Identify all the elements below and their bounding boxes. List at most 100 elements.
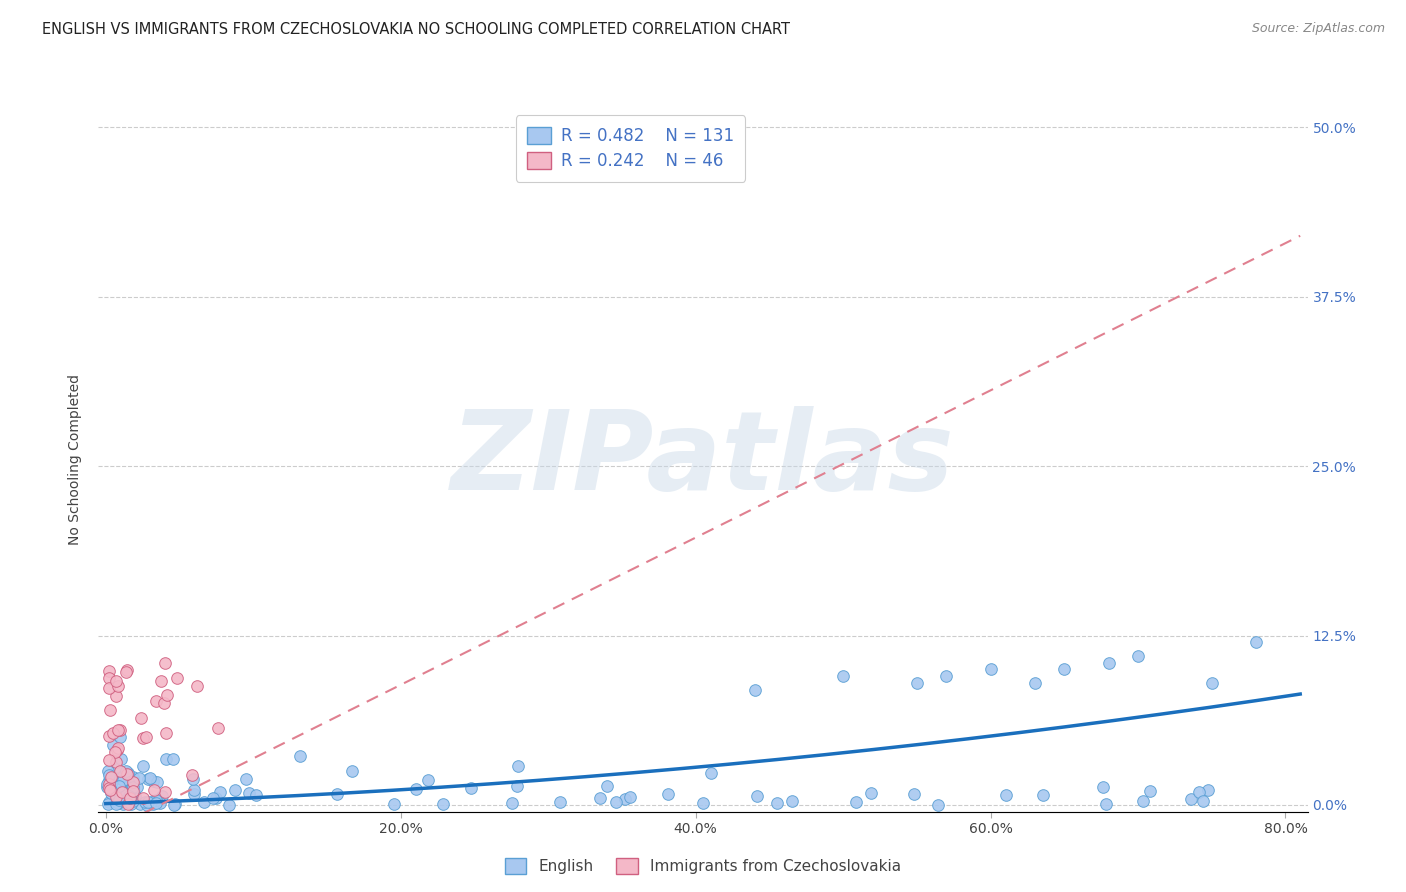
Point	[108, 764, 131, 778]
Point	[501, 796, 523, 810]
Point	[1053, 662, 1076, 676]
Point	[155, 656, 177, 670]
Point	[111, 785, 134, 799]
Point	[97, 729, 120, 743]
Point	[209, 785, 232, 799]
Point	[340, 764, 363, 779]
Point	[110, 723, 132, 738]
Point	[692, 796, 714, 810]
Point	[111, 773, 134, 788]
Point	[859, 786, 882, 800]
Point	[122, 770, 145, 784]
Point	[122, 794, 145, 808]
Point	[935, 669, 957, 683]
Text: ENGLISH VS IMMIGRANTS FROM CZECHOSLOVAKIA NO SCHOOLING COMPLETED CORRELATION CHA: ENGLISH VS IMMIGRANTS FROM CZECHOSLOVAKI…	[42, 22, 790, 37]
Point	[122, 780, 145, 794]
Point	[96, 780, 118, 795]
Point	[1024, 676, 1046, 690]
Point	[142, 797, 165, 812]
Point	[118, 782, 141, 797]
Point	[162, 752, 184, 766]
Point	[1201, 676, 1223, 690]
Legend: English, Immigrants from Czechoslovakia: English, Immigrants from Czechoslovakia	[498, 850, 908, 881]
Point	[105, 673, 128, 688]
Point	[108, 793, 131, 807]
Point	[744, 682, 766, 697]
Point	[142, 773, 165, 788]
Point	[122, 775, 145, 789]
Point	[596, 780, 619, 794]
Point	[780, 794, 803, 808]
Point	[245, 788, 267, 802]
Point	[108, 792, 131, 806]
Point	[927, 797, 949, 812]
Point	[114, 786, 136, 800]
Point	[224, 782, 246, 797]
Point	[124, 786, 146, 800]
Point	[207, 721, 229, 735]
Point	[115, 764, 138, 778]
Point	[118, 789, 141, 803]
Point	[117, 797, 139, 812]
Point	[145, 796, 167, 810]
Point	[105, 690, 128, 704]
Point	[205, 790, 228, 805]
Point	[124, 789, 146, 803]
Point	[146, 774, 169, 789]
Point	[118, 789, 141, 803]
Point	[183, 783, 205, 797]
Point	[101, 738, 124, 752]
Point	[745, 789, 768, 803]
Point	[108, 779, 131, 793]
Point	[845, 795, 868, 809]
Text: ZIPatlas: ZIPatlas	[451, 406, 955, 513]
Point	[163, 797, 186, 812]
Point	[1180, 792, 1202, 806]
Point	[153, 785, 176, 799]
Point	[103, 726, 125, 740]
Point	[832, 669, 855, 683]
Point	[138, 771, 160, 785]
Point	[150, 789, 173, 804]
Point	[97, 795, 120, 809]
Point	[97, 797, 120, 812]
Point	[100, 783, 122, 797]
Point	[181, 768, 204, 782]
Y-axis label: No Schooling Completed: No Schooling Completed	[69, 374, 83, 545]
Point	[98, 767, 121, 781]
Point	[118, 791, 141, 805]
Point	[141, 795, 163, 809]
Point	[104, 772, 127, 786]
Point	[995, 788, 1018, 802]
Point	[107, 793, 129, 807]
Point	[132, 759, 155, 773]
Point	[142, 782, 165, 797]
Point	[506, 758, 529, 772]
Point	[145, 694, 167, 708]
Point	[97, 753, 120, 767]
Point	[110, 730, 132, 744]
Point	[111, 784, 134, 798]
Point	[117, 794, 139, 808]
Point	[103, 788, 125, 802]
Point	[766, 796, 789, 810]
Point	[97, 777, 120, 791]
Point	[1139, 784, 1161, 798]
Point	[382, 797, 405, 811]
Point	[111, 785, 134, 799]
Point	[181, 772, 204, 786]
Point	[104, 771, 127, 785]
Point	[186, 680, 208, 694]
Point	[153, 696, 176, 710]
Point	[104, 745, 127, 759]
Point	[98, 783, 121, 797]
Point	[506, 779, 529, 793]
Point	[97, 665, 120, 679]
Point	[104, 790, 127, 805]
Point	[107, 723, 129, 738]
Point	[120, 788, 142, 802]
Point	[460, 781, 482, 796]
Point	[1197, 783, 1219, 797]
Point	[156, 688, 179, 702]
Point	[201, 790, 224, 805]
